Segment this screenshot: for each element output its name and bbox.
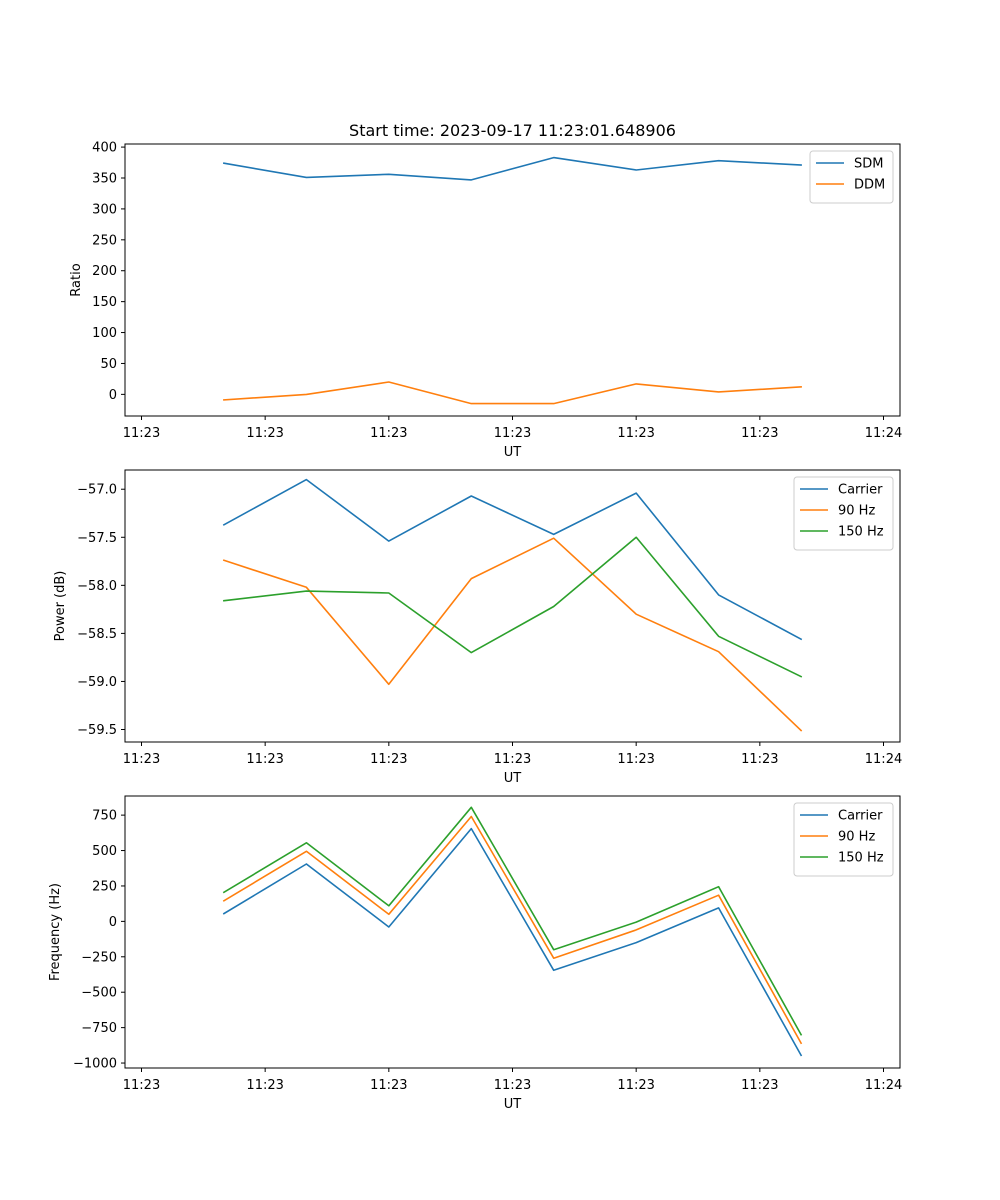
panel-3: 11:23 11:23 11:23 11:23 11:23 11:23 11:24 750 50…	[48, 795, 902, 1112]
x-tick-label: 11:23	[123, 752, 160, 767]
legend-label: 90 Hz	[838, 830, 875, 845]
legend: Carrier 90 Hz 150 Hz	[793, 802, 894, 877]
legend-label: Carrier	[838, 483, 883, 498]
x-tick-label: 11:23	[494, 1078, 531, 1093]
y-tick-label: 250	[92, 233, 117, 248]
y-tick-label: 150	[92, 295, 117, 310]
x-tick-label: 11:23	[617, 752, 654, 767]
y-tick-label: 50	[100, 357, 117, 372]
y-tick-label: −750	[81, 1021, 117, 1036]
y-axis-label: Ratio	[69, 263, 84, 296]
y-tick-label: 100	[92, 326, 117, 341]
y-tick-label: 400	[92, 141, 117, 156]
x-tick-label: 11:24	[865, 426, 902, 441]
panels: Start time: 2023-09-17 11:23:01.648906 11…	[48, 121, 902, 1112]
legend-label: 90 Hz	[838, 504, 875, 519]
x-tick-label: 11:23	[246, 1078, 283, 1093]
y-tick-label: 200	[92, 264, 117, 279]
x-tick-label: 11:24	[865, 1078, 902, 1093]
y-tick-label: 750	[92, 809, 117, 824]
x-tick-label: 11:23	[741, 752, 778, 767]
series-line-sdm	[222, 156, 802, 181]
x-tick-label: 11:23	[741, 1078, 778, 1093]
series-line-90-hz	[222, 815, 803, 1045]
legend-label: SDM	[854, 157, 883, 172]
legend-label: Carrier	[838, 809, 883, 824]
x-tick-label: 11:23	[494, 752, 531, 767]
y-tick-label: −57.5	[77, 531, 117, 546]
legend-label: 150 Hz	[838, 525, 884, 540]
y-tick-label: −57.0	[77, 483, 117, 498]
x-tick-label: 11:23	[370, 1078, 407, 1093]
y-tick-label: −500	[81, 986, 117, 1001]
legend-label: 150 Hz	[838, 851, 884, 866]
x-tick-label: 11:23	[370, 752, 407, 767]
x-tick-label: 11:23	[741, 426, 778, 441]
series-line-ddm	[223, 381, 802, 405]
y-tick-label: −250	[81, 950, 117, 965]
x-tick-label: 11:23	[246, 752, 283, 767]
y-tick-label: −59.5	[77, 723, 117, 738]
legend: Carrier 90 Hz 150 Hz	[793, 476, 894, 551]
legend-label: DDM	[854, 178, 885, 193]
y-tick-label: 0	[109, 388, 117, 403]
x-axis-label: UT	[504, 771, 522, 786]
series-line-carrier	[222, 827, 803, 1057]
x-tick-label: 11:23	[617, 426, 654, 441]
series-line-150-hz	[222, 806, 803, 1036]
y-axis-label: Frequency (Hz)	[48, 883, 63, 981]
panel-1: Start time: 2023-09-17 11:23:01.648906 11…	[69, 121, 902, 460]
legend: SDM DDM	[809, 150, 894, 204]
y-tick-label: 0	[109, 915, 117, 930]
y-tick-label: 350	[92, 172, 117, 187]
x-tick-label: 11:23	[494, 426, 531, 441]
y-tick-label: −59.0	[77, 675, 117, 690]
y-axis-label: Power (dB)	[53, 571, 68, 642]
x-tick-label: 11:23	[617, 1078, 654, 1093]
panel-2: 11:23 11:23 11:23 11:23 11:23 11:23 11:24 −57.0…	[53, 469, 902, 786]
y-tick-label: 250	[92, 879, 117, 894]
y-tick-label: −58.5	[77, 627, 117, 642]
chart-title: Start time: 2023-09-17 11:23:01.648906	[349, 121, 676, 140]
y-tick-label: −58.0	[77, 579, 117, 594]
y-tick-label: −1000	[73, 1057, 117, 1072]
series-line-carrier	[222, 478, 803, 641]
series-line-90-hz	[222, 537, 803, 732]
x-tick-label: 11:23	[123, 1078, 160, 1093]
x-tick-label: 11:23	[370, 426, 407, 441]
y-tick-label: 500	[92, 844, 117, 859]
x-tick-label: 11:23	[123, 426, 160, 441]
y-tick-label: 300	[92, 202, 117, 217]
x-tick-label: 11:24	[865, 752, 902, 767]
series-line-150-hz	[223, 536, 803, 678]
x-axis-label: UT	[504, 445, 522, 460]
x-axis-label: UT	[504, 1097, 522, 1112]
legend-box	[809, 150, 894, 204]
x-tick-label: 11:23	[246, 426, 283, 441]
